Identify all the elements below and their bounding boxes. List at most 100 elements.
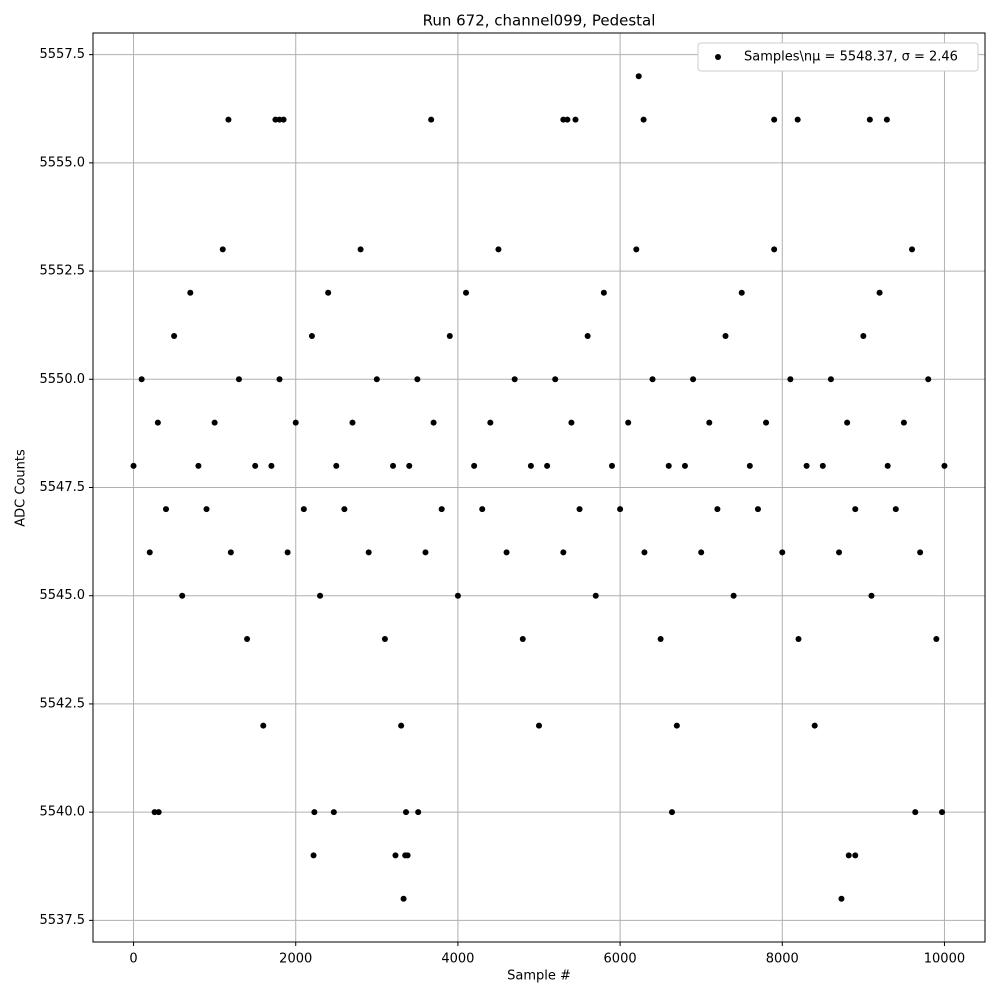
point <box>463 289 470 296</box>
point <box>162 506 169 513</box>
point <box>714 506 721 513</box>
point <box>471 462 478 469</box>
point <box>868 592 875 599</box>
point <box>544 462 551 469</box>
point <box>568 419 575 426</box>
point <box>155 809 162 816</box>
point <box>403 809 410 816</box>
point <box>519 636 526 642</box>
point <box>665 462 672 469</box>
point <box>819 462 826 469</box>
point <box>430 419 437 426</box>
point <box>446 333 453 339</box>
point <box>844 419 851 426</box>
point <box>415 809 422 816</box>
point <box>811 722 818 729</box>
point <box>600 289 607 296</box>
y-tick-label: 5542.5 <box>40 696 86 711</box>
point <box>373 376 380 383</box>
point <box>698 549 705 556</box>
point <box>883 116 890 123</box>
point <box>138 376 145 383</box>
point <box>422 549 429 556</box>
point <box>330 809 337 816</box>
point <box>349 419 356 426</box>
point <box>244 636 251 642</box>
point <box>428 116 435 123</box>
x-axis-label: Sample # <box>507 969 571 984</box>
series <box>130 73 948 902</box>
point <box>608 462 615 469</box>
point <box>438 506 445 513</box>
point <box>827 376 834 383</box>
point <box>876 289 883 296</box>
point <box>310 852 317 859</box>
point <box>673 722 680 729</box>
point <box>787 376 794 383</box>
point <box>390 462 397 469</box>
point <box>260 722 267 729</box>
point <box>836 549 843 556</box>
point <box>917 549 924 556</box>
point <box>640 116 647 123</box>
point <box>795 636 802 642</box>
point <box>852 506 859 513</box>
point <box>203 506 210 513</box>
point <box>357 246 364 253</box>
point <box>365 549 372 556</box>
point <box>276 376 283 383</box>
point <box>625 419 632 426</box>
point <box>146 549 153 556</box>
point <box>308 333 315 339</box>
point <box>794 116 801 123</box>
point <box>572 116 579 123</box>
point <box>617 506 624 513</box>
point <box>925 376 932 383</box>
point <box>722 333 729 339</box>
legend: Samples\nμ = 5548.37, σ = 2.46 <box>697 42 979 72</box>
chart-title: Run 672, channel099, Pedestal <box>423 12 656 30</box>
point <box>317 592 324 599</box>
point <box>195 462 202 469</box>
point <box>641 549 648 556</box>
point <box>381 636 388 642</box>
point <box>576 506 583 513</box>
y-tick-label: 5540.0 <box>40 805 86 820</box>
point <box>503 549 510 556</box>
point <box>392 852 399 859</box>
y-tick-label: 5547.5 <box>40 480 86 495</box>
point <box>187 289 194 296</box>
point <box>884 462 891 469</box>
point <box>866 116 873 123</box>
y-axis-label: ADC Counts <box>14 449 29 527</box>
point <box>400 895 407 902</box>
point <box>900 419 907 426</box>
point <box>325 289 332 296</box>
point <box>398 722 405 729</box>
point <box>527 462 534 469</box>
x-tick-label: 4000 <box>441 952 474 967</box>
legend-box <box>697 42 979 72</box>
point <box>738 289 745 296</box>
point <box>225 116 232 123</box>
point <box>706 419 713 426</box>
legend-marker <box>715 54 721 60</box>
point <box>292 419 299 426</box>
point <box>892 506 899 513</box>
point <box>941 462 948 469</box>
point <box>746 462 753 469</box>
point <box>668 809 675 816</box>
point <box>536 722 542 729</box>
point <box>154 419 161 426</box>
point <box>171 333 178 339</box>
point <box>933 636 940 642</box>
point <box>414 376 421 383</box>
point <box>219 246 226 253</box>
y-tick-label: 5537.5 <box>40 913 86 928</box>
y-tick-label: 5545.0 <box>40 588 86 603</box>
point <box>681 462 688 469</box>
point <box>495 246 502 253</box>
point <box>860 333 867 339</box>
point <box>592 592 599 599</box>
